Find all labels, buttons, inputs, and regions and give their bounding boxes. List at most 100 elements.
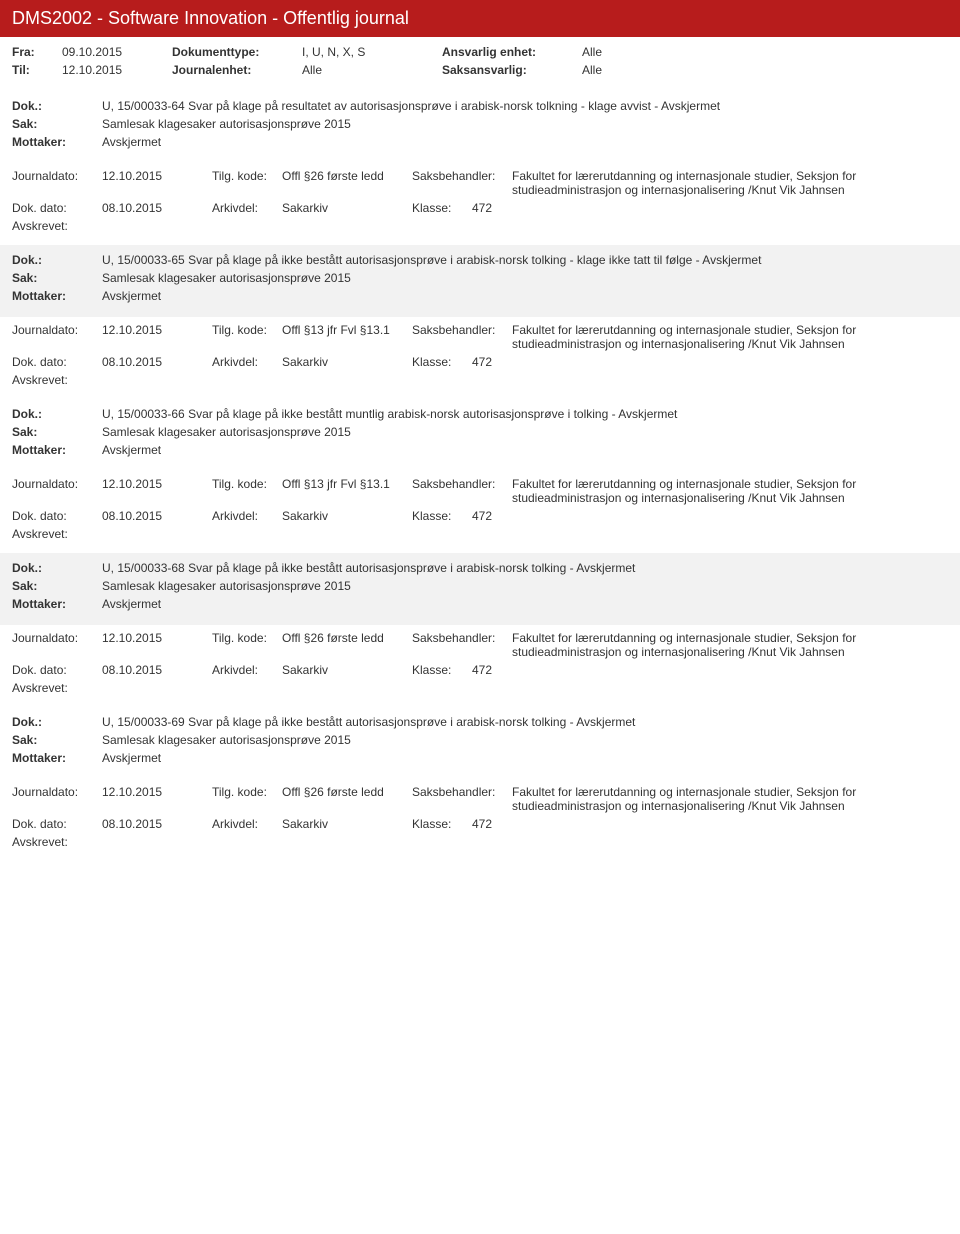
dokdato-label: Dok. dato: bbox=[12, 201, 102, 215]
entry-body: Journaldato:12.10.2015Tilg. kode:Offl §1… bbox=[0, 471, 960, 553]
journal-entry: Dok.:U, 15/00033-69 Svar på klage på ikk… bbox=[0, 707, 960, 861]
tilgkode-value: Offl §13 jfr Fvl §13.1 bbox=[282, 323, 412, 337]
dokdato-value: 08.10.2015 bbox=[102, 201, 212, 215]
mottaker-value: Avskjermet bbox=[102, 443, 948, 457]
sak-value: Samlesak klagesaker autorisasjonsprøve 2… bbox=[102, 271, 948, 285]
journal-entry: Dok.:U, 15/00033-64 Svar på klage på res… bbox=[0, 91, 960, 245]
doktype-value: I, U, N, X, S bbox=[302, 45, 442, 59]
mottaker-label: Mottaker: bbox=[12, 443, 102, 457]
journaldato-value: 12.10.2015 bbox=[102, 323, 212, 337]
avskrevet-label: Avskrevet: bbox=[12, 219, 102, 233]
dokdato-label: Dok. dato: bbox=[12, 509, 102, 523]
til-label: Til: bbox=[12, 63, 62, 77]
dokdato-label: Dok. dato: bbox=[12, 355, 102, 369]
mottaker-value: Avskjermet bbox=[102, 751, 948, 765]
til-value: 12.10.2015 bbox=[62, 63, 172, 77]
dok-label: Dok.: bbox=[12, 561, 102, 575]
arkivdel-value: Sakarkiv bbox=[282, 201, 412, 215]
dokdato-label: Dok. dato: bbox=[12, 817, 102, 831]
entry-body: Journaldato:12.10.2015Tilg. kode:Offl §2… bbox=[0, 163, 960, 245]
tilgkode-label: Tilg. kode: bbox=[212, 477, 282, 491]
klasse-label: Klasse: bbox=[412, 201, 472, 215]
arkivdel-label: Arkivdel: bbox=[212, 817, 282, 831]
saksbehandler-label: Saksbehandler: bbox=[412, 169, 512, 183]
entry-body: Journaldato:12.10.2015Tilg. kode:Offl §2… bbox=[0, 779, 960, 861]
tilgkode-label: Tilg. kode: bbox=[212, 785, 282, 799]
journalenhet-label: Journalenhet: bbox=[172, 63, 302, 77]
mottaker-label: Mottaker: bbox=[12, 751, 102, 765]
avskrevet-label: Avskrevet: bbox=[12, 835, 102, 849]
klasse-label: Klasse: bbox=[412, 355, 472, 369]
doktype-label: Dokumenttype: bbox=[172, 45, 302, 59]
tilgkode-label: Tilg. kode: bbox=[212, 169, 282, 183]
arkivdel-value: Sakarkiv bbox=[282, 509, 412, 523]
mottaker-label: Mottaker: bbox=[12, 135, 102, 149]
arkivdel-label: Arkivdel: bbox=[212, 663, 282, 677]
dokdato-value: 08.10.2015 bbox=[102, 817, 212, 831]
journal-entry: Dok.:U, 15/00033-65 Svar på klage på ikk… bbox=[0, 245, 960, 399]
sak-label: Sak: bbox=[12, 117, 102, 131]
dok-label: Dok.: bbox=[12, 253, 102, 267]
mottaker-value: Avskjermet bbox=[102, 289, 948, 303]
journaldato-value: 12.10.2015 bbox=[102, 631, 212, 645]
entry-body: Journaldato:12.10.2015Tilg. kode:Offl §2… bbox=[0, 625, 960, 707]
klasse-label: Klasse: bbox=[412, 663, 472, 677]
sak-value: Samlesak klagesaker autorisasjonsprøve 2… bbox=[102, 117, 948, 131]
klasse-label: Klasse: bbox=[412, 817, 472, 831]
klasse-value: 472 bbox=[472, 817, 492, 831]
arkivdel-value: Sakarkiv bbox=[282, 817, 412, 831]
entry-head: Dok.:U, 15/00033-66 Svar på klage på ikk… bbox=[0, 399, 960, 471]
arkivdel-label: Arkivdel: bbox=[212, 355, 282, 369]
fra-label: Fra: bbox=[12, 45, 62, 59]
dok-value: U, 15/00033-64 Svar på klage på resultat… bbox=[102, 99, 948, 113]
mottaker-label: Mottaker: bbox=[12, 289, 102, 303]
saksbehandler-value: Fakultet for lærerutdanning og internasj… bbox=[512, 785, 948, 813]
saksbehandler-value: Fakultet for lærerutdanning og internasj… bbox=[512, 477, 948, 505]
tilgkode-label: Tilg. kode: bbox=[212, 323, 282, 337]
mottaker-label: Mottaker: bbox=[12, 597, 102, 611]
klasse-value: 472 bbox=[472, 355, 492, 369]
dokdato-value: 08.10.2015 bbox=[102, 355, 212, 369]
tilgkode-value: Offl §26 første ledd bbox=[282, 631, 412, 645]
saksbehandler-label: Saksbehandler: bbox=[412, 785, 512, 799]
saksansvarlig-label: Saksansvarlig: bbox=[442, 63, 582, 77]
tilgkode-value: Offl §26 første ledd bbox=[282, 169, 412, 183]
dokdato-value: 08.10.2015 bbox=[102, 663, 212, 677]
journal-entry: Dok.:U, 15/00033-66 Svar på klage på ikk… bbox=[0, 399, 960, 553]
journal-entry: Dok.:U, 15/00033-68 Svar på klage på ikk… bbox=[0, 553, 960, 707]
arkivdel-value: Sakarkiv bbox=[282, 355, 412, 369]
fra-value: 09.10.2015 bbox=[62, 45, 172, 59]
dok-value: U, 15/00033-65 Svar på klage på ikke bes… bbox=[102, 253, 948, 267]
saksbehandler-label: Saksbehandler: bbox=[412, 477, 512, 491]
entry-head: Dok.:U, 15/00033-68 Svar på klage på ikk… bbox=[0, 553, 960, 625]
klasse-value: 472 bbox=[472, 663, 492, 677]
entry-body: Journaldato:12.10.2015Tilg. kode:Offl §1… bbox=[0, 317, 960, 399]
tilgkode-value: Offl §13 jfr Fvl §13.1 bbox=[282, 477, 412, 491]
arkivdel-label: Arkivdel: bbox=[212, 201, 282, 215]
saksbehandler-value: Fakultet for lærerutdanning og internasj… bbox=[512, 631, 948, 659]
dok-value: U, 15/00033-69 Svar på klage på ikke bes… bbox=[102, 715, 948, 729]
journaldato-value: 12.10.2015 bbox=[102, 169, 212, 183]
entry-head: Dok.:U, 15/00033-64 Svar på klage på res… bbox=[0, 91, 960, 163]
dok-label: Dok.: bbox=[12, 407, 102, 421]
page-header: DMS2002 - Software Innovation - Offentli… bbox=[0, 0, 960, 37]
journaldato-label: Journaldato: bbox=[12, 169, 102, 183]
mottaker-value: Avskjermet bbox=[102, 597, 948, 611]
filter-row-2: Til: 12.10.2015 Journalenhet: Alle Saksa… bbox=[12, 63, 948, 77]
avskrevet-label: Avskrevet: bbox=[12, 527, 102, 541]
dok-label: Dok.: bbox=[12, 99, 102, 113]
sak-value: Samlesak klagesaker autorisasjonsprøve 2… bbox=[102, 733, 948, 747]
sak-label: Sak: bbox=[12, 579, 102, 593]
tilgkode-label: Tilg. kode: bbox=[212, 631, 282, 645]
page-title: DMS2002 - Software Innovation - Offentli… bbox=[12, 8, 409, 28]
journaldato-value: 12.10.2015 bbox=[102, 477, 212, 491]
sak-label: Sak: bbox=[12, 271, 102, 285]
sak-label: Sak: bbox=[12, 425, 102, 439]
klasse-value: 472 bbox=[472, 201, 492, 215]
avskrevet-label: Avskrevet: bbox=[12, 373, 102, 387]
tilgkode-value: Offl §26 første ledd bbox=[282, 785, 412, 799]
dok-value: U, 15/00033-68 Svar på klage på ikke bes… bbox=[102, 561, 948, 575]
journalenhet-value: Alle bbox=[302, 63, 442, 77]
ansvarlig-label: Ansvarlig enhet: bbox=[442, 45, 582, 59]
filter-block: Fra: 09.10.2015 Dokumenttype: I, U, N, X… bbox=[0, 37, 960, 91]
